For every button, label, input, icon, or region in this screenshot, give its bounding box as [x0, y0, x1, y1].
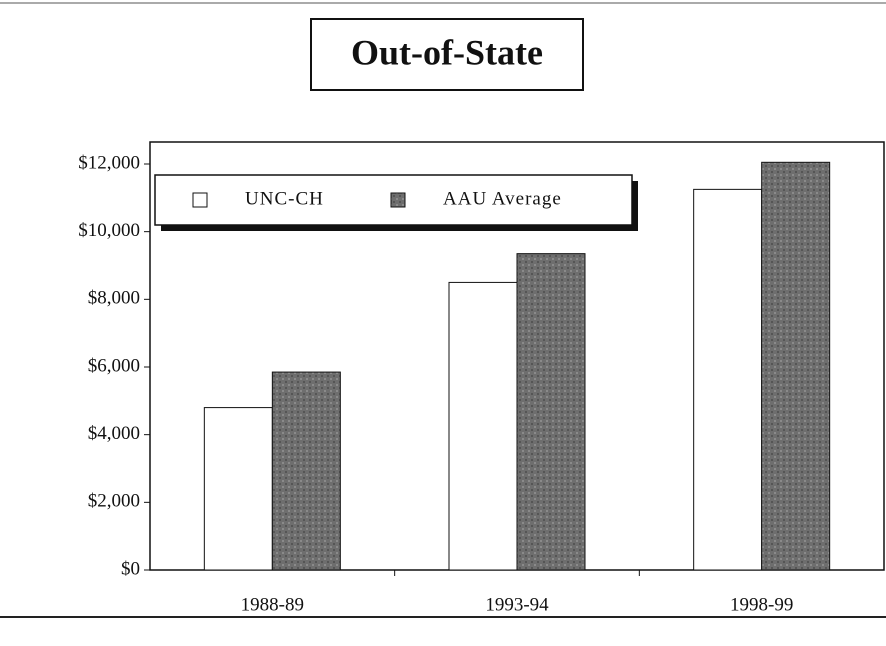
legend-label: UNC-CH	[245, 188, 324, 209]
y-tick-label: $6,000	[88, 355, 140, 376]
y-tick-label: $4,000	[88, 423, 140, 444]
y-tick-label: $10,000	[78, 220, 140, 241]
legend-swatch	[192, 192, 208, 208]
y-tick-label: $8,000	[88, 288, 140, 309]
bar	[203, 407, 273, 571]
x-tick-label: 1988-89	[241, 594, 304, 615]
bar	[271, 371, 341, 571]
bar	[516, 253, 586, 571]
bar	[693, 188, 763, 571]
chart-title: Out-of-State	[351, 32, 543, 72]
bar	[448, 281, 518, 571]
y-tick-label: $0	[121, 558, 140, 579]
y-tick-label: $2,000	[88, 491, 140, 512]
legend-swatch	[390, 192, 406, 208]
x-tick-label: 1993-94	[485, 594, 549, 615]
x-tick-label: 1998-99	[730, 594, 793, 615]
bar	[761, 161, 831, 571]
legend-label: AAU Average	[443, 188, 562, 209]
title-box	[310, 18, 584, 91]
y-tick-label: $12,000	[78, 152, 140, 173]
